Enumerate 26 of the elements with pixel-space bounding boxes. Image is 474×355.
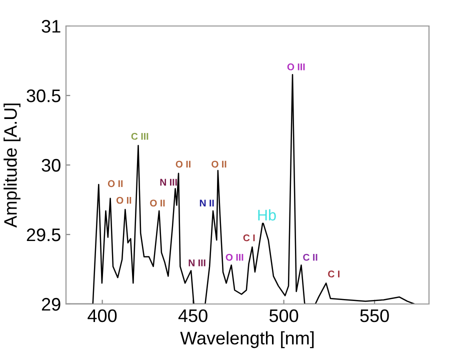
annotation: N III — [188, 260, 206, 266]
annotation: C I — [243, 234, 255, 242]
annotation: O III — [287, 63, 305, 70]
annotation: O III — [226, 254, 244, 261]
annotation: O II — [116, 196, 132, 204]
annotation: Hb — [258, 209, 276, 221]
y-tick-label: 31 — [42, 20, 60, 33]
x-tick-label: 550 — [360, 309, 389, 322]
annotation: O II — [176, 160, 190, 168]
annotation: N III — [160, 178, 177, 186]
y-tick-label: 29.5 — [26, 228, 60, 242]
annotation: C III — [131, 132, 148, 140]
annotation: O II — [150, 200, 165, 207]
y-axis-title: Amplitude [A.U] — [4, 104, 20, 228]
annotation: O II — [212, 160, 226, 168]
x-tick-label: 400 — [88, 309, 117, 322]
annotation: O II — [108, 180, 123, 188]
y-tick-label: 30 — [42, 158, 60, 172]
y-tick-label: 30.5 — [26, 89, 60, 102]
annotation: N II — [200, 200, 214, 206]
annotation: C I — [328, 270, 340, 278]
annotation: C II — [303, 254, 318, 261]
x-tick-label: 450 — [178, 309, 208, 322]
x-tick-label: 500 — [269, 309, 298, 322]
y-tick-label: 29 — [42, 298, 60, 311]
x-axis-title: Wavelength [nm] — [180, 331, 314, 348]
